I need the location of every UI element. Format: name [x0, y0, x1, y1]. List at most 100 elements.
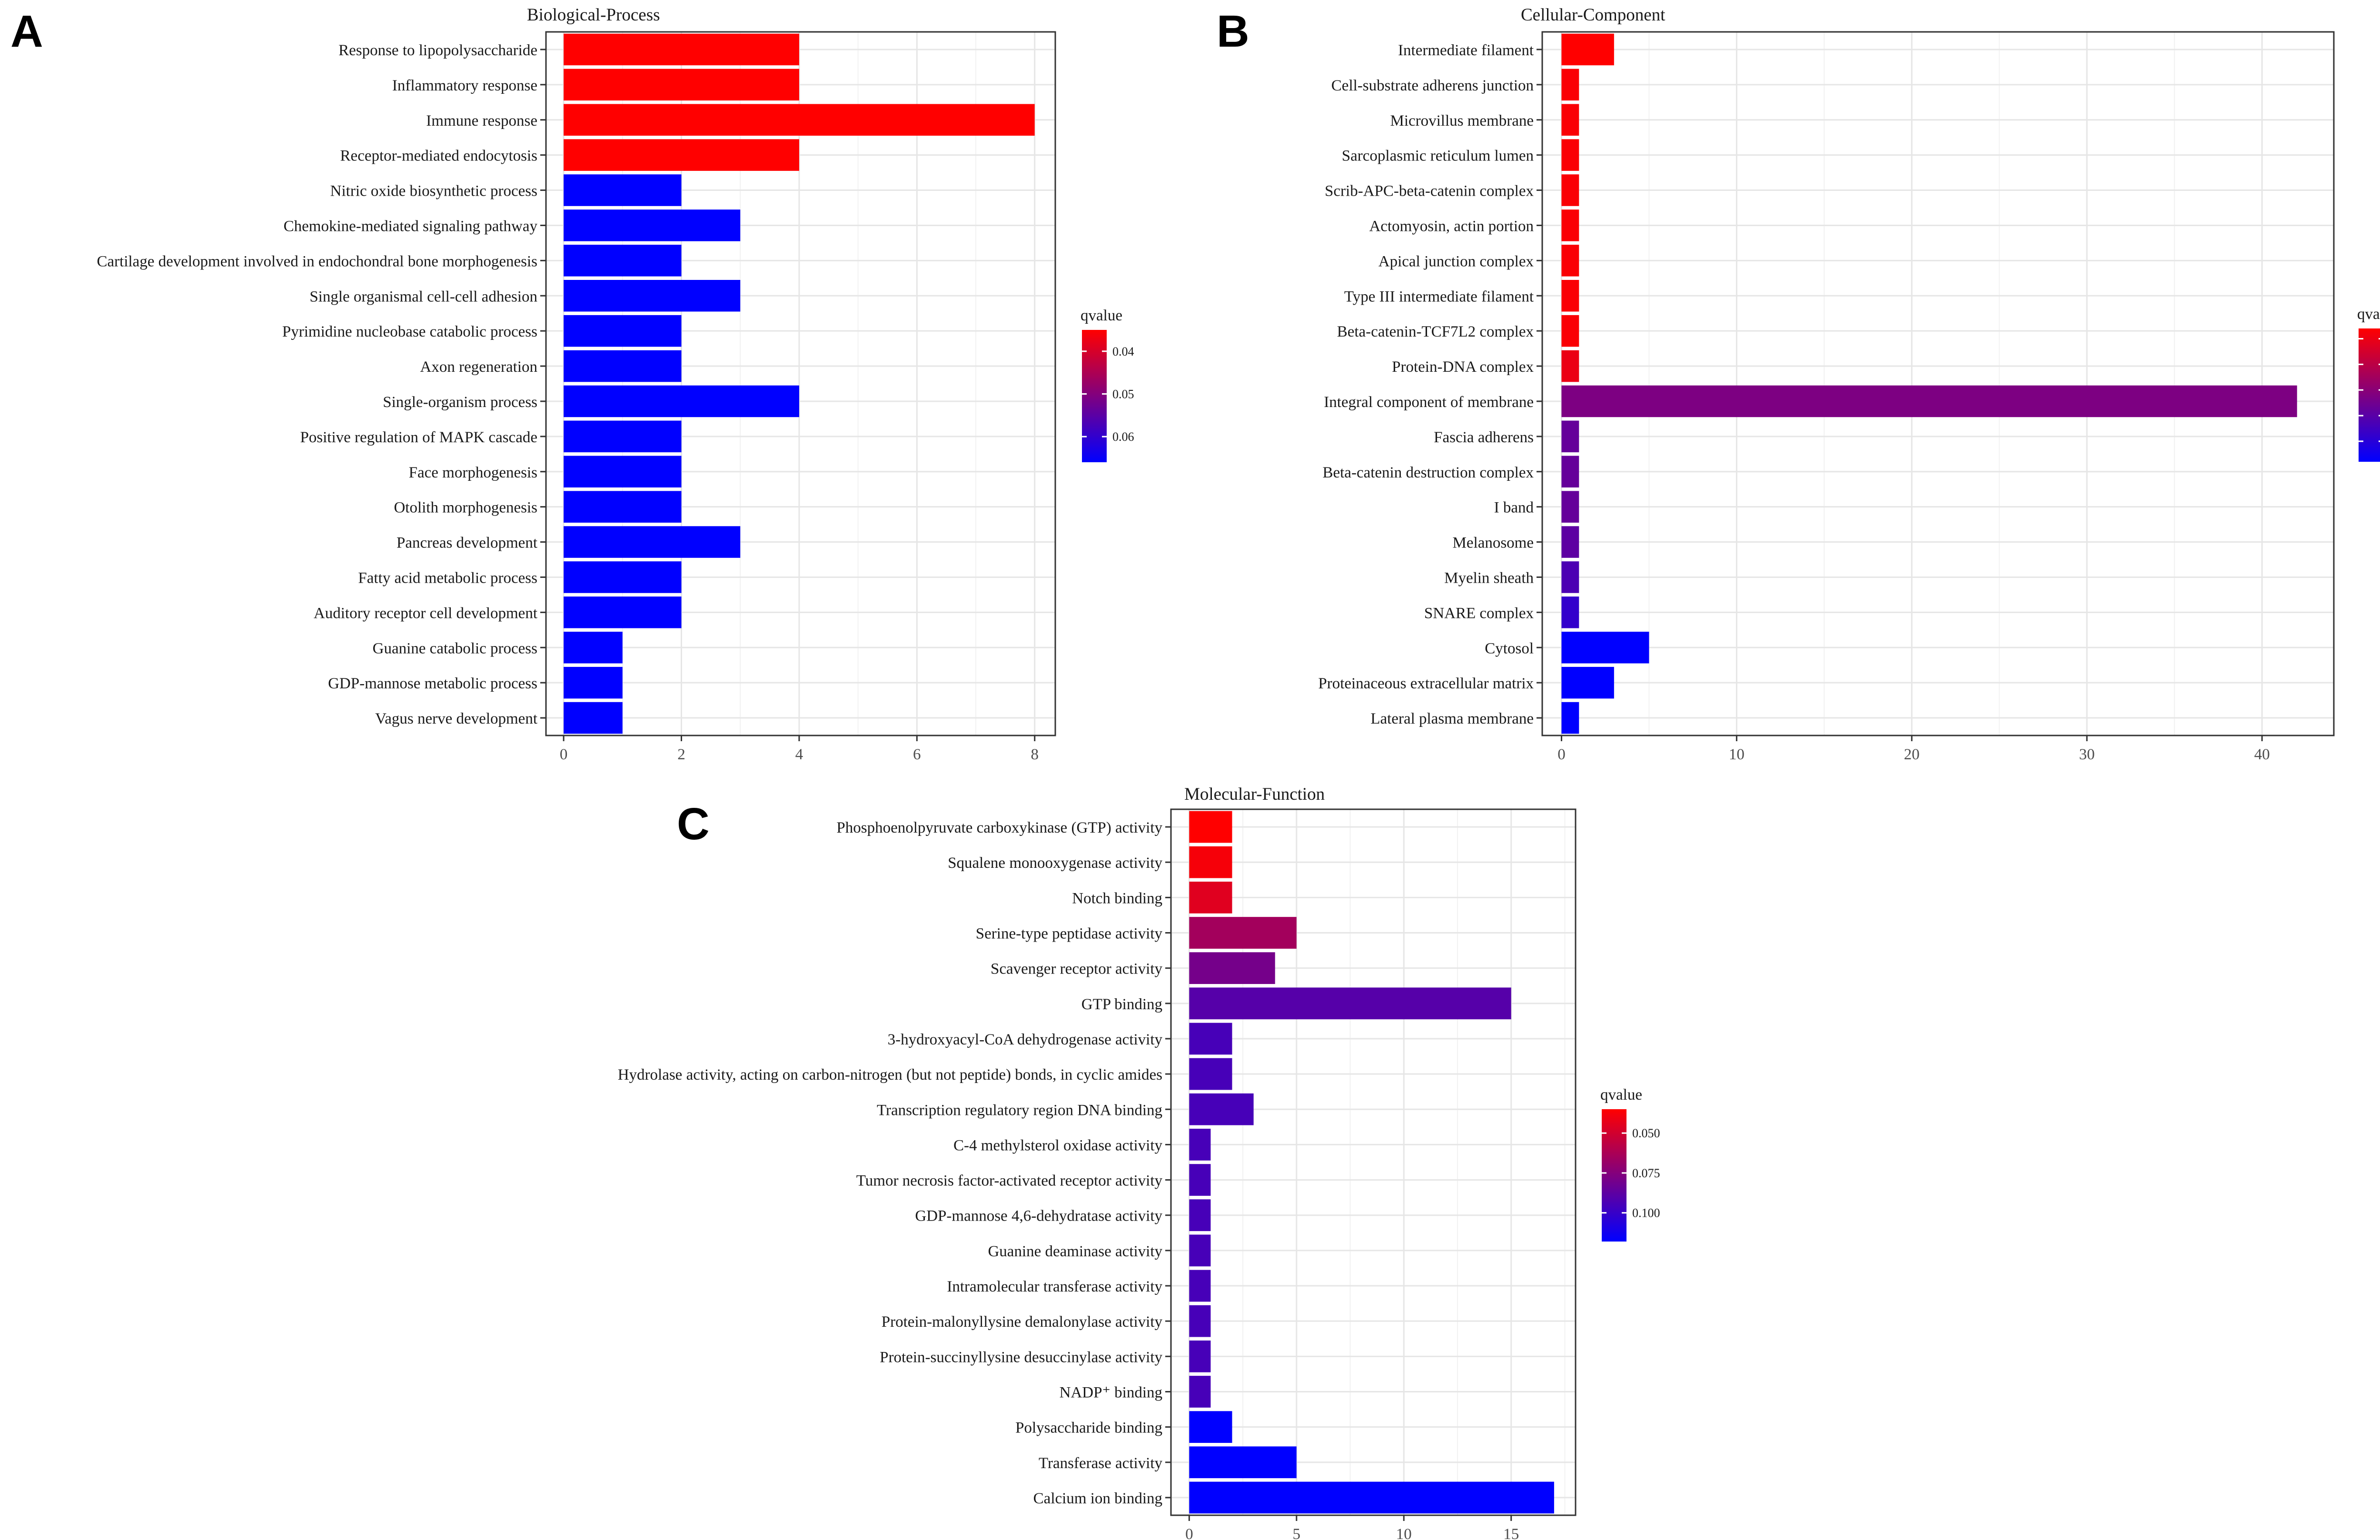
bar-11: [1189, 1164, 1211, 1196]
category-label: Pancreas development: [397, 535, 537, 552]
bar-4: [564, 139, 799, 171]
bar-8: [1189, 1058, 1232, 1090]
category-label: Protein-succinyllysine desuccinylase act…: [880, 1349, 1162, 1366]
bar-12: [564, 420, 682, 453]
category-label: Myelin sheath: [1444, 569, 1534, 586]
bar-12: [1189, 1199, 1211, 1232]
legend-colorbar: [1082, 330, 1107, 462]
category-label: Guanine catabolic process: [373, 640, 537, 657]
category-label: Beta-catenin destruction complex: [1322, 464, 1534, 481]
category-label: Face morphogenesis: [409, 464, 537, 481]
category-label: Guanine deaminase activity: [988, 1243, 1162, 1260]
category-label: Beta-catenin-TCF7L2 complex: [1337, 323, 1534, 340]
category-label: Intramolecular transferase activity: [947, 1278, 1162, 1295]
bar-18: [1561, 631, 1649, 664]
x-tick-label: 0: [1557, 746, 1566, 763]
x-tick-label: 5: [1293, 1526, 1301, 1540]
bar-7: [1561, 245, 1579, 277]
bar-6: [564, 209, 741, 241]
bar-16: [1561, 561, 1579, 593]
category-label: Pyrimidine nucleobase catabolic process: [282, 323, 537, 340]
molecular-function-panel: Phosphoenolpyruvate carboxykinase (GTP) …: [618, 785, 1660, 1540]
bar-17: [564, 596, 682, 628]
bar-6: [1189, 987, 1511, 1020]
bar-3: [564, 104, 1035, 136]
bar-17: [1561, 596, 1579, 628]
x-tick-label: 20: [1904, 746, 1920, 763]
legend-tick-label: 0.04: [1112, 345, 1134, 358]
panel-letter-a: A: [10, 6, 43, 57]
category-label: Proteinaceous extracellular matrix: [1318, 675, 1534, 692]
bar-20: [1561, 702, 1579, 734]
category-label: Squalene monooxygenase activity: [948, 854, 1162, 872]
x-tick-label: 10: [1729, 746, 1745, 763]
bar-19: [1561, 666, 1614, 699]
legend-tick-label: 0.050: [1632, 1126, 1660, 1140]
x-tick-label: 40: [2254, 746, 2270, 763]
x-tick-label: 0: [560, 746, 568, 763]
bar-16: [564, 561, 682, 593]
category-label: Fascia adherens: [1434, 429, 1534, 446]
bar-13: [1561, 456, 1579, 488]
category-label: Receptor-mediated endocytosis: [340, 148, 537, 165]
category-label: Response to lipopolysaccharide: [338, 42, 537, 59]
category-label: Scrib-APC-beta-catenin complex: [1325, 183, 1534, 200]
legend-colorbar: [2359, 328, 2380, 462]
category-label: Intermediate filament: [1398, 42, 1534, 59]
bar-15: [1189, 1305, 1211, 1337]
panel-title: Cellular-Component: [1521, 5, 1666, 25]
category-label: Single organismal cell-cell adhesion: [309, 288, 537, 305]
category-label: I band: [1494, 499, 1534, 517]
bar-8: [1561, 279, 1579, 312]
bar-17: [1189, 1376, 1211, 1408]
bar-13: [564, 456, 682, 488]
category-label: Protein-malonyllysine demalonylase activ…: [882, 1313, 1163, 1331]
category-label: GDP-mannose 4,6-dehydratase activity: [915, 1208, 1162, 1225]
bar-5: [1189, 952, 1275, 984]
biological-process-panel: Response to lipopolysaccharide Inflammato…: [97, 5, 1134, 763]
bar-10: [564, 350, 682, 382]
bar-14: [1561, 491, 1579, 523]
category-label: GDP-mannose metabolic process: [328, 675, 537, 692]
x-tick-label: 8: [1031, 746, 1039, 763]
x-tick-label: 2: [677, 746, 685, 763]
category-label: Otolith morphogenesis: [394, 499, 537, 517]
category-label: Vagus nerve development: [375, 710, 537, 727]
plot-border: [1170, 808, 1577, 1516]
category-label: Nitric oxide biosynthetic process: [330, 183, 537, 200]
bar-16: [1189, 1340, 1211, 1372]
category-label: GTP binding: [1081, 996, 1162, 1013]
bar-20: [564, 702, 623, 734]
category-label: Protein-DNA complex: [1392, 358, 1534, 376]
plot-border: [545, 31, 1056, 736]
category-label: C-4 methylsterol oxidase activity: [953, 1137, 1162, 1154]
x-tick-label: 30: [2079, 746, 2095, 763]
category-label: Transferase activity: [1039, 1455, 1162, 1472]
bar-1: [1561, 33, 1614, 66]
bar-7: [564, 245, 682, 277]
legend-tick-label: 0.100: [1632, 1206, 1660, 1220]
bar-12: [1561, 420, 1579, 453]
category-label: 3-hydroxyacyl-CoA dehydrogenase activity: [888, 1031, 1163, 1048]
category-label: SNARE complex: [1424, 605, 1534, 622]
category-label: Scavenger receptor activity: [991, 961, 1162, 978]
bar-2: [1561, 69, 1579, 101]
legend-tick-label: 0.05: [1112, 387, 1134, 401]
category-label: Integral component of membrane: [1324, 394, 1534, 411]
category-label: Notch binding: [1072, 890, 1162, 907]
plot-border: [1541, 31, 2335, 736]
bar-9: [1189, 1093, 1254, 1125]
bar-2: [564, 69, 799, 101]
category-label: Melanosome: [1453, 535, 1534, 552]
category-label: Lateral plasma membrane: [1370, 710, 1534, 727]
bar-5: [564, 174, 682, 206]
bar-4: [1561, 139, 1579, 171]
bar-15: [1561, 526, 1579, 558]
category-label: Auditory receptor cell development: [314, 605, 537, 622]
category-label: Apical junction complex: [1378, 253, 1534, 270]
panel-letter-c: C: [677, 799, 710, 849]
panel-title: Molecular-Function: [1184, 785, 1325, 804]
category-label: Single-organism process: [383, 394, 537, 411]
bar-3: [1189, 882, 1232, 914]
